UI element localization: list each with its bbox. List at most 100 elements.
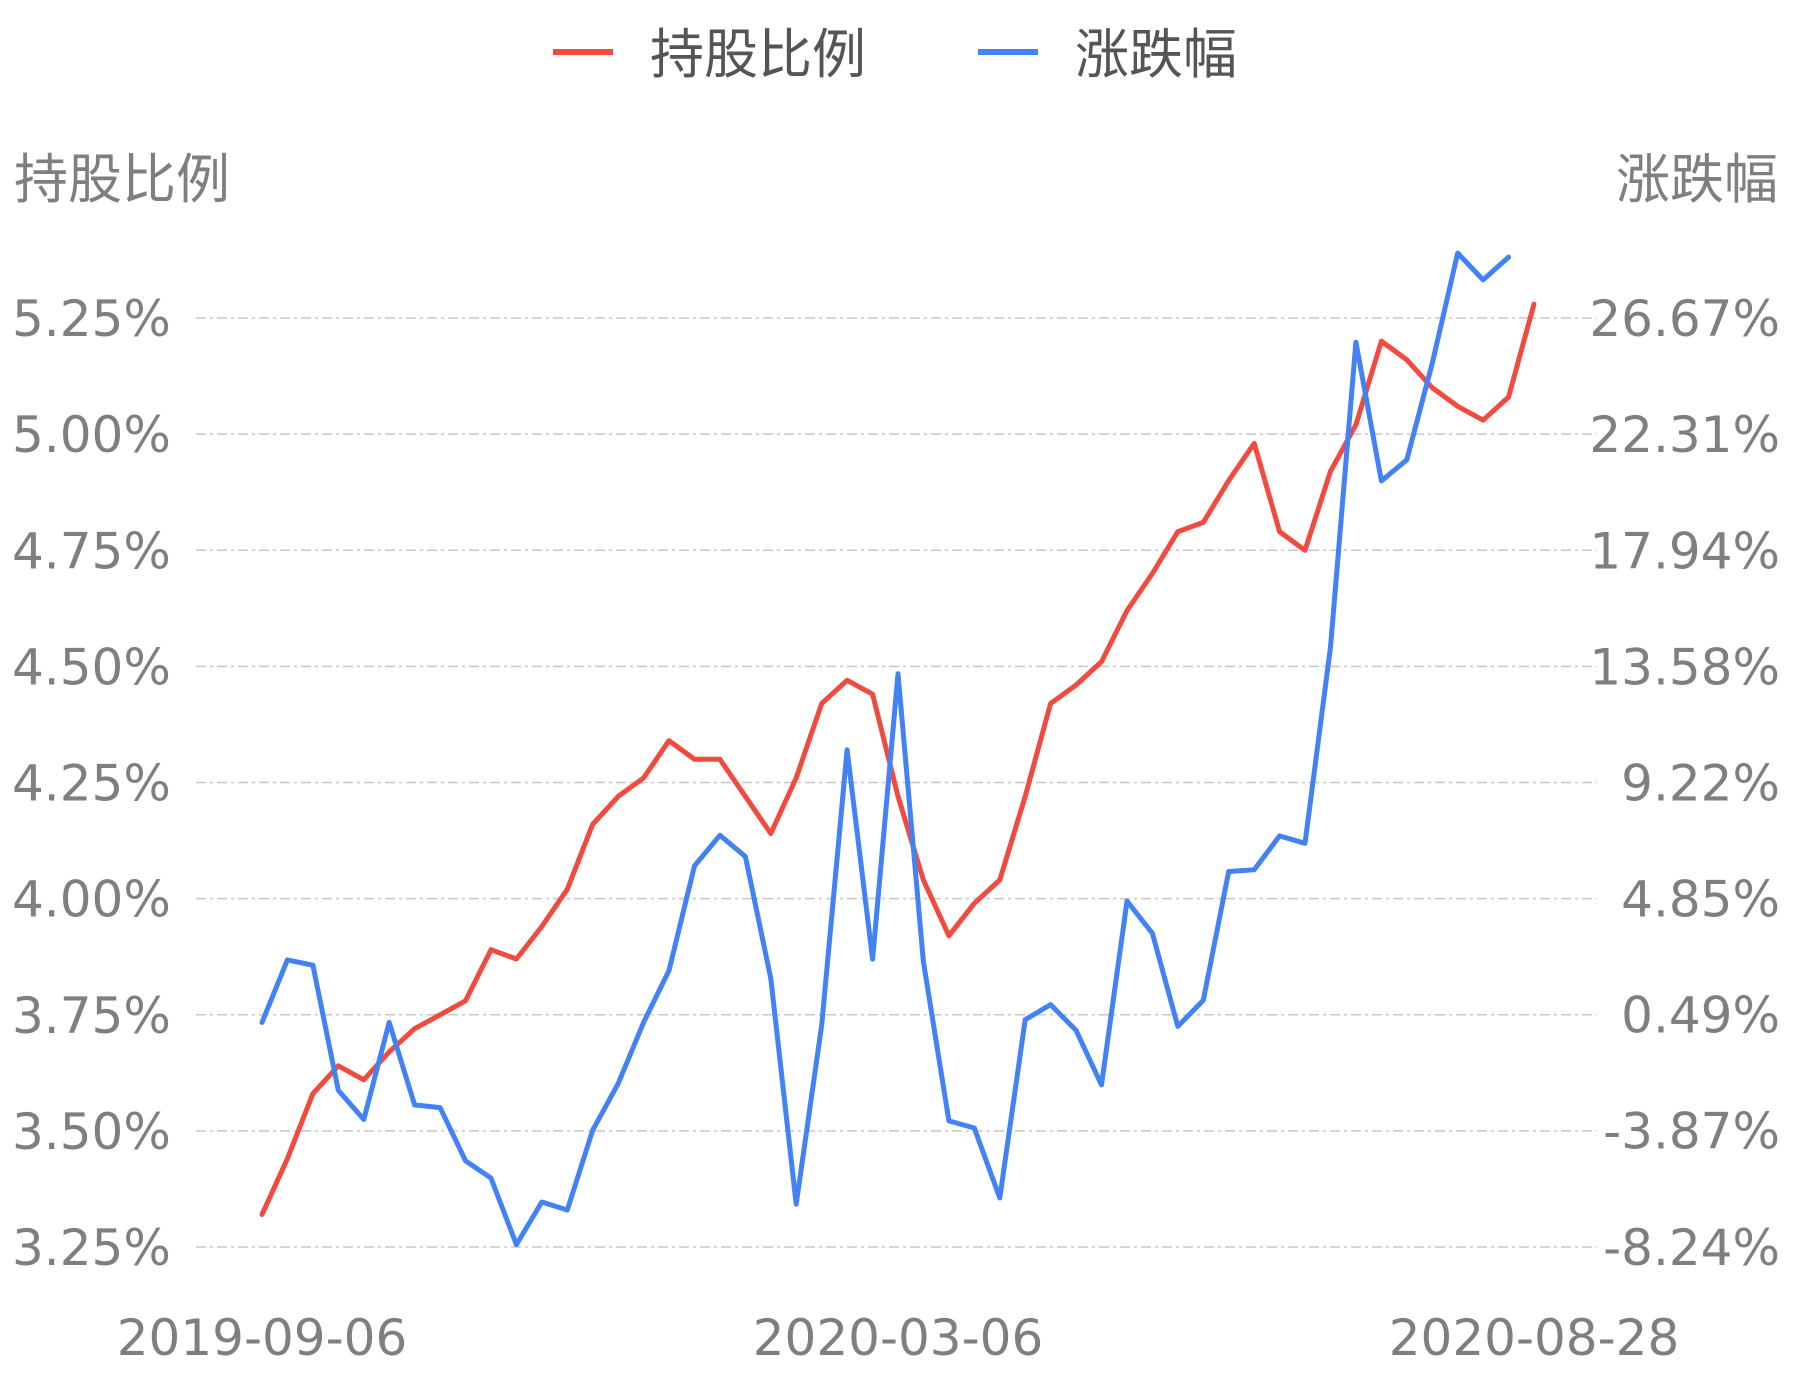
point-holding-ratio [845,678,849,682]
point-holding-ratio [1507,395,1511,399]
point-change-rate [769,977,773,981]
x-axis-ticks: 2019-09-06 2020-03-06 2020-08-28 [117,1309,1680,1367]
point-holding-ratio [998,878,1002,882]
point-holding-ratio [1456,404,1460,408]
point-holding-ratio [1074,683,1078,687]
point-holding-ratio [540,925,544,929]
series-line-change-rate [259,250,1512,1248]
point-holding-ratio [1481,418,1485,422]
point-holding-ratio [285,1157,289,1161]
point-holding-ratio [972,901,976,905]
point-change-rate [1176,1024,1180,1028]
point-holding-ratio [514,957,518,961]
point-holding-ratio [616,794,620,798]
point-change-rate [362,1118,366,1122]
point-change-rate [1405,458,1409,462]
point-holding-ratio [1532,302,1536,306]
point-holding-ratio [1278,530,1282,534]
point-change-rate [1201,998,1205,1002]
right-axis-ticks: 26.67% 22.31% 17.94% 13.58% 9.22% 4.85% 0.49% -… [1589,290,1780,1277]
point-change-rate [616,1082,620,1086]
point-change-rate [1507,255,1511,259]
point-change-rate [1125,899,1129,903]
point-holding-ratio [794,776,798,780]
point-change-rate [1074,1028,1078,1032]
right-tick-label: 26.67% [1589,290,1780,348]
left-axis-title: 持股比例 [14,148,230,211]
point-change-rate [336,1088,340,1092]
point-holding-ratio [1023,794,1027,798]
point-holding-ratio [1430,386,1434,390]
point-holding-ratio [1227,479,1231,483]
x-tick-label: 2019-09-06 [117,1309,408,1367]
point-change-rate [1023,1018,1027,1022]
legend: 持股比例 涨跌幅 [553,23,1237,86]
point-change-rate [845,748,849,752]
point-holding-ratio [1379,339,1383,343]
point-change-rate [1456,251,1460,255]
right-tick-label: 4.85% [1621,871,1780,929]
point-holding-ratio [871,692,875,696]
point-holding-ratio [1100,660,1104,664]
point-holding-ratio [1176,530,1180,534]
x-tick-label: 2020-08-28 [1389,1309,1680,1367]
right-tick-label: 0.49% [1621,987,1780,1045]
left-tick-label: 4.00% [12,871,171,929]
point-change-rate [565,1208,569,1212]
point-change-rate [921,960,925,964]
point-holding-ratio [896,794,900,798]
right-tick-label: 17.94% [1589,522,1780,580]
legend-label-holding-ratio: 持股比例 [650,23,866,86]
point-change-rate [1278,834,1282,838]
point-change-rate [972,1126,976,1130]
point-change-rate [1100,1083,1104,1087]
right-axis-title: 涨跌幅 [1616,148,1778,211]
point-holding-ratio [1252,441,1256,445]
point-change-rate [1430,362,1434,366]
point-change-rate [693,864,697,868]
legend-label-change-rate: 涨跌幅 [1075,23,1237,86]
point-holding-ratio [1354,423,1358,427]
point-change-rate [413,1103,417,1107]
x-tick-label: 2020-03-06 [753,1309,1044,1367]
point-holding-ratio [438,1013,442,1017]
left-tick-label: 4.75% [12,522,171,580]
series-line-holding-ratio [259,301,1537,1217]
point-holding-ratio [489,948,493,952]
point-holding-ratio [921,878,925,882]
point-change-rate [947,1119,951,1123]
point-holding-ratio [336,1064,340,1068]
left-tick-label: 5.00% [12,406,171,464]
point-holding-ratio [1049,702,1053,706]
point-holding-ratio [667,739,671,743]
point-change-rate [591,1128,595,1132]
point-change-rate [464,1159,468,1163]
point-holding-ratio [947,934,951,938]
point-change-rate [387,1020,391,1024]
point-change-rate [1481,278,1485,282]
series-layer [259,250,1537,1248]
point-change-rate [667,969,671,973]
left-tick-label: 3.75% [12,987,171,1045]
point-change-rate [1354,340,1358,344]
point-holding-ratio [413,1027,417,1031]
point-change-rate [489,1176,493,1180]
left-tick-label: 3.25% [12,1219,171,1277]
point-change-rate [896,672,900,676]
point-change-rate [260,1020,264,1024]
right-tick-label: -3.87% [1603,1103,1780,1161]
point-change-rate [285,958,289,962]
point-holding-ratio [260,1213,264,1217]
right-tick-label: 13.58% [1589,638,1780,696]
point-holding-ratio [1201,520,1205,524]
point-change-rate [794,1202,798,1206]
point-holding-ratio [565,887,569,891]
left-tick-label: 3.50% [12,1103,171,1161]
point-change-rate [1252,868,1256,872]
point-holding-ratio [769,832,773,836]
point-change-rate [311,963,315,967]
point-holding-ratio [820,702,824,706]
point-holding-ratio [693,757,697,761]
